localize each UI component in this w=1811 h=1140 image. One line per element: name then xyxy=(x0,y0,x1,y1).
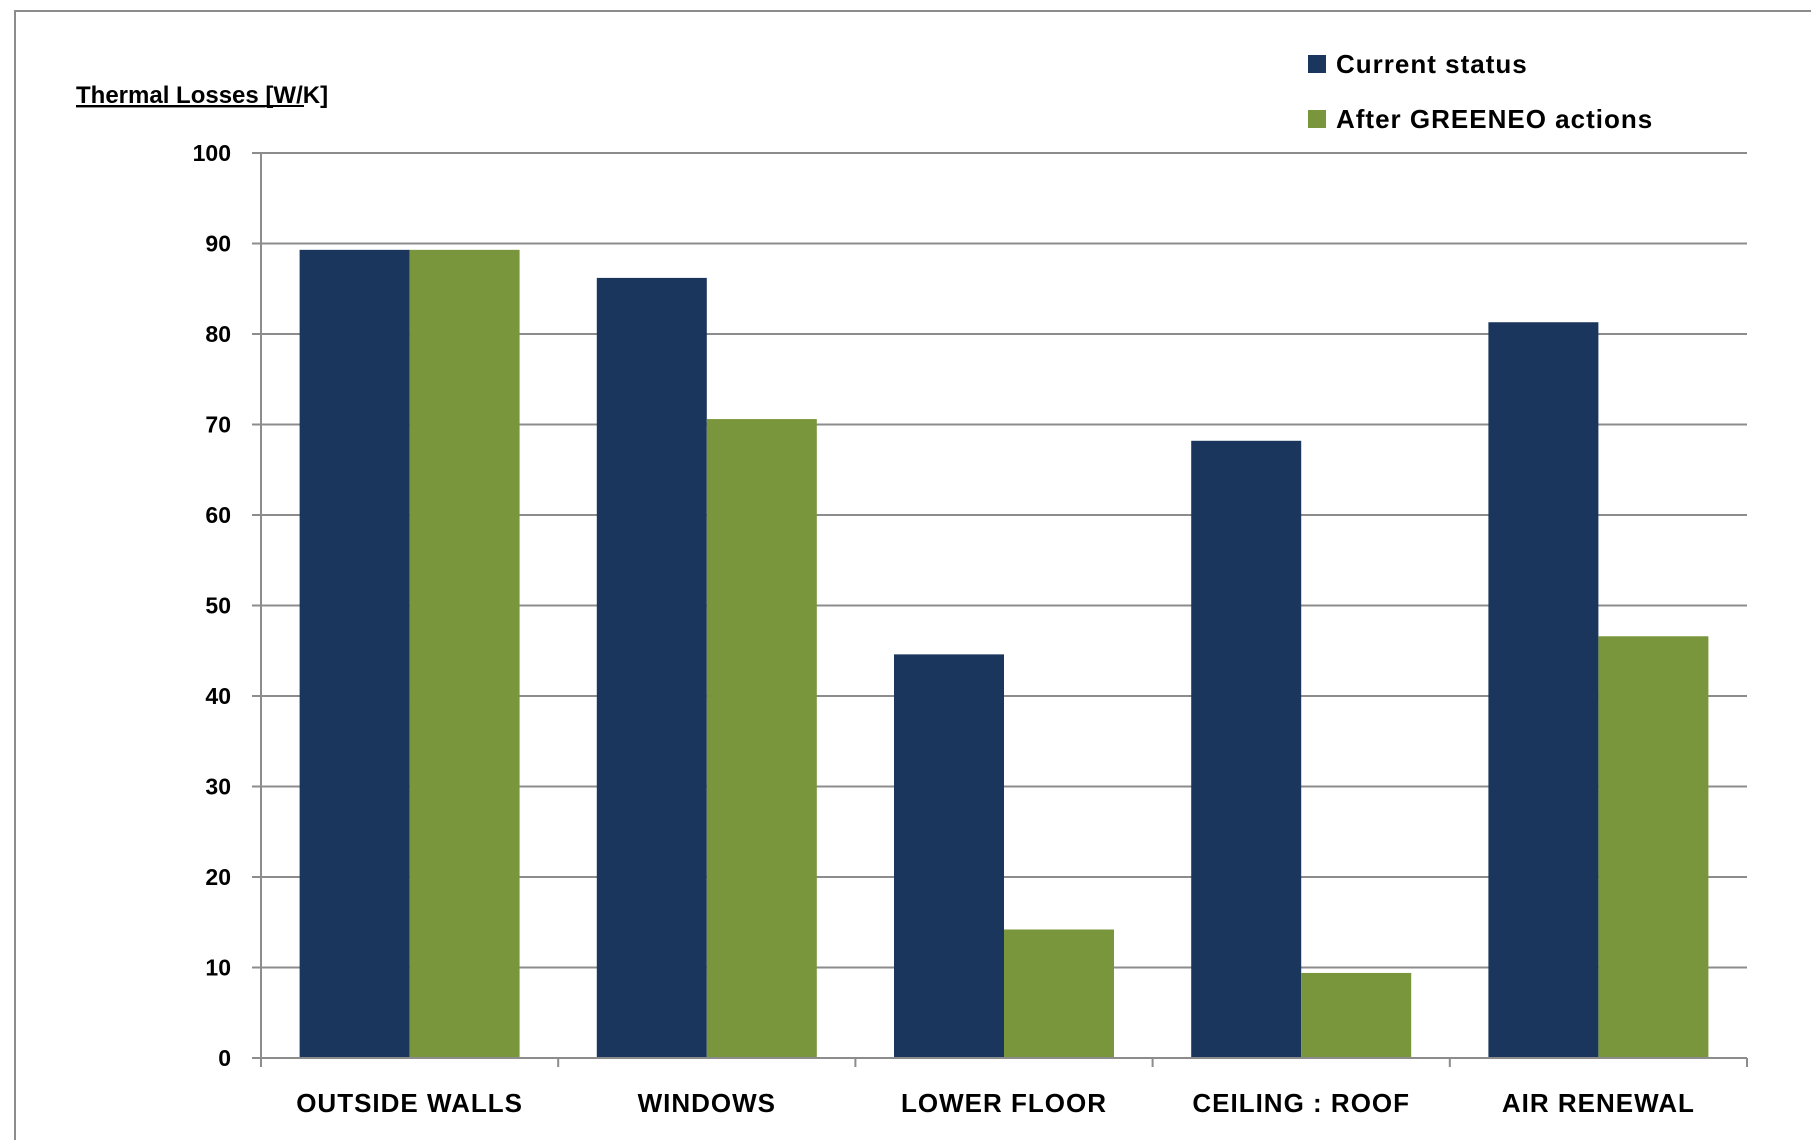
legend-swatch xyxy=(1308,55,1326,73)
y-tick-label: 40 xyxy=(205,683,231,709)
legend-swatch xyxy=(1308,110,1326,128)
y-tick-label: 80 xyxy=(205,321,231,347)
y-tick-label: 10 xyxy=(205,955,231,981)
y-tick-label: 30 xyxy=(205,774,231,800)
bar xyxy=(1301,972,1412,1058)
x-category-label: LOWER FLOOR xyxy=(901,1088,1107,1118)
x-category-label: AIR RENEWAL xyxy=(1502,1088,1695,1118)
x-category-label: OUTSIDE WALLS xyxy=(296,1088,523,1118)
bar xyxy=(1191,440,1302,1058)
bar xyxy=(1004,929,1114,1058)
x-category-label: CEILING : ROOF xyxy=(1192,1088,1410,1118)
bar xyxy=(299,249,410,1058)
svg-text:Thermal Losses [W/K]: Thermal Losses [W/K] xyxy=(76,82,328,109)
legend-label: After GREENEO actions xyxy=(1336,104,1653,134)
axes xyxy=(252,152,1748,1067)
bar xyxy=(894,654,1004,1058)
bar xyxy=(1488,322,1599,1058)
y-tick-label: 100 xyxy=(193,140,231,166)
y-tick-label: 60 xyxy=(205,502,231,528)
x-category-label: WINDOWS xyxy=(638,1088,776,1118)
bar xyxy=(596,277,707,1058)
bar xyxy=(409,249,520,1058)
y-tick-label: 0 xyxy=(218,1045,231,1071)
legend-label: Current status xyxy=(1336,49,1528,79)
legend: Current status After GREENEO actions xyxy=(1308,49,1653,134)
y-tick-label: 50 xyxy=(205,593,231,619)
chart-frame xyxy=(14,10,1811,1140)
x-category-labels: OUTSIDE WALLS WINDOWS LOWER FLOOR CEILING :… xyxy=(296,1088,1695,1118)
y-tick-label: 70 xyxy=(205,412,231,438)
y-axis-title: Thermal Losses [W/K] xyxy=(76,82,328,109)
y-tick-label: 90 xyxy=(205,231,231,257)
y-axis-unit: [W/K] xyxy=(265,82,328,109)
bar xyxy=(1598,636,1709,1058)
y-tick-label: 20 xyxy=(205,864,231,890)
bar xyxy=(706,419,817,1058)
bars xyxy=(299,249,1709,1058)
y-tick-labels: 0 10 20 30 40 50 60 70 80 90 100 xyxy=(193,140,231,1071)
y-axis-title-space xyxy=(259,82,266,109)
y-axis-title-text: Thermal Losses xyxy=(76,82,259,109)
